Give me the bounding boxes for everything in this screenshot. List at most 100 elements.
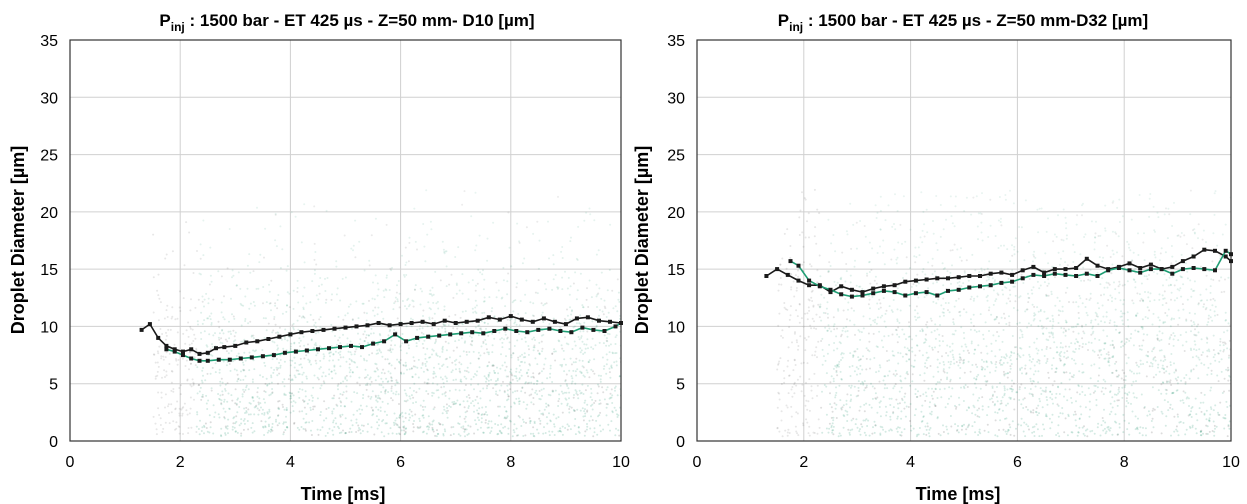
droplet-point (281, 248, 284, 251)
droplet-point (577, 430, 580, 433)
droplet-point (1199, 434, 1202, 437)
droplet-point (311, 420, 314, 422)
droplet-point (923, 372, 926, 375)
droplet-point (541, 412, 544, 415)
droplet-point (991, 277, 994, 280)
droplet-point (353, 353, 356, 356)
droplet-point (325, 417, 328, 420)
droplet-point (530, 376, 533, 379)
droplet-point (781, 257, 784, 260)
droplet-point (473, 410, 475, 413)
droplet-point (783, 381, 786, 384)
droplet-point (562, 349, 565, 352)
droplet-point (1061, 412, 1064, 415)
data-point-green (492, 329, 497, 333)
droplet-point (790, 288, 793, 291)
droplet-point (1139, 348, 1141, 351)
droplet-point (868, 340, 871, 343)
droplet-point (489, 432, 492, 434)
droplet-point (1158, 349, 1161, 352)
droplet-point (1191, 424, 1194, 427)
droplet-point (951, 353, 954, 356)
droplet-point (938, 315, 941, 318)
droplet-point (527, 345, 530, 347)
droplet-point (1169, 284, 1172, 287)
droplet-point (1152, 312, 1155, 315)
droplet-point (903, 395, 906, 398)
droplet-point (493, 371, 496, 374)
droplet-point (242, 419, 245, 422)
data-point-green (282, 350, 287, 355)
droplet-point (917, 282, 920, 285)
droplet-point (478, 407, 481, 410)
droplet-point (324, 375, 327, 378)
droplet-point (178, 290, 181, 293)
droplet-point (363, 340, 366, 343)
droplet-point (517, 312, 520, 315)
droplet-point (311, 280, 314, 283)
droplet-point (1015, 391, 1018, 394)
droplet-point (584, 399, 587, 402)
droplet-point (840, 353, 843, 356)
droplet-point (436, 429, 438, 432)
droplet-point (302, 306, 305, 309)
droplet-point (336, 287, 339, 290)
droplet-point (805, 338, 808, 341)
droplet-point (1169, 325, 1172, 328)
droplet-point (472, 350, 475, 353)
droplet-point (330, 298, 333, 301)
droplet-point (491, 365, 494, 367)
droplet-point (1205, 336, 1208, 339)
droplet-point (1058, 300, 1061, 302)
droplet-point (425, 390, 428, 393)
droplet-point (218, 397, 221, 400)
droplet-point (208, 333, 211, 336)
droplet-point (228, 408, 231, 410)
droplet-point (452, 426, 455, 428)
droplet-point (510, 405, 513, 408)
droplet-point (807, 298, 810, 301)
droplet-point (897, 426, 900, 429)
droplet-point (524, 293, 527, 296)
droplet-point (156, 350, 159, 353)
droplet-point (780, 410, 783, 413)
droplet-point (1008, 371, 1011, 374)
droplet-point (1197, 302, 1200, 305)
data-point-black (574, 316, 579, 321)
droplet-point (895, 427, 898, 430)
droplet-point (1027, 425, 1030, 428)
droplet-point (391, 432, 394, 435)
droplet-point (560, 390, 563, 393)
droplet-point (365, 336, 367, 339)
droplet-point (1044, 252, 1047, 255)
droplet-point (1008, 356, 1011, 359)
droplet-point (1151, 323, 1154, 326)
droplet-point (1138, 194, 1141, 196)
droplet-point (574, 389, 577, 392)
droplet-point (239, 400, 242, 403)
droplet-point (1228, 354, 1231, 357)
droplet-point (500, 297, 503, 300)
droplet-point (220, 377, 223, 380)
droplet-point (412, 365, 415, 368)
droplet-point (1157, 216, 1160, 219)
droplet-point (607, 423, 610, 426)
droplet-point (1213, 192, 1216, 195)
droplet-point (1098, 350, 1101, 353)
droplet-point (826, 312, 829, 315)
droplet-point (1200, 299, 1203, 302)
droplet-point (811, 397, 814, 400)
droplet-point (1076, 340, 1079, 343)
droplet-point (570, 363, 573, 366)
droplet-point (1047, 294, 1050, 297)
droplet-point (512, 310, 515, 313)
droplet-point (175, 427, 178, 430)
droplet-point (290, 342, 293, 345)
droplet-point (190, 362, 192, 365)
droplet-point (548, 323, 551, 325)
droplet-point (860, 331, 863, 334)
droplet-point (1129, 337, 1132, 340)
droplet-point (1106, 426, 1109, 429)
droplet-point (1114, 420, 1116, 423)
droplet-point (890, 429, 893, 432)
